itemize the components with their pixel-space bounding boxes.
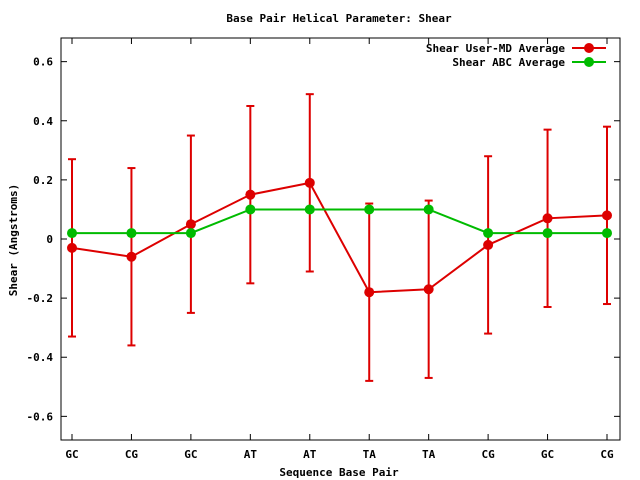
chart-title: Base Pair Helical Parameter: Shear — [226, 12, 452, 25]
data-point — [185, 219, 196, 230]
y-tick-label: 0.4 — [33, 115, 53, 128]
x-tick-label: CG — [600, 448, 614, 461]
data-point — [67, 242, 77, 253]
data-point — [304, 204, 315, 215]
data-point — [67, 228, 77, 239]
data-point — [602, 210, 612, 221]
data-point — [423, 284, 434, 295]
legend-label: Shear User-MD Average — [426, 42, 565, 55]
x-tick-label: CG — [125, 448, 139, 461]
plot-area: -0.6 -0.4 -0.2 0 0.2 0.4 0.6 GC CG GC AT AT TA TA CG GC… — [27, 38, 620, 461]
legend-label: Shear ABC Average — [452, 56, 565, 69]
y-tick-label: 0.2 — [33, 174, 53, 187]
series-line — [71, 181, 608, 294]
data-point — [602, 228, 612, 239]
x-tick-label: TA — [363, 448, 377, 461]
data-point — [364, 204, 375, 215]
data-point — [542, 213, 553, 224]
x-tick-label: GC — [184, 448, 197, 461]
legend-marker — [584, 57, 594, 67]
data-point — [245, 189, 256, 200]
data-point — [126, 228, 137, 239]
data-point — [483, 239, 494, 250]
x-tick-label: GC — [541, 448, 554, 461]
data-point — [364, 287, 375, 298]
x-tick-label: GC — [65, 448, 78, 461]
y-tick-label: -0.6 — [27, 410, 54, 423]
y-tick-label: 0.6 — [33, 56, 53, 69]
y-tick-label: 0 — [46, 233, 53, 246]
x-tick-label: AT — [244, 448, 258, 461]
series-line — [72, 208, 607, 235]
x-axis-label: Sequence Base Pair — [279, 466, 399, 479]
data-point — [245, 204, 256, 215]
y-tick-label: -0.2 — [27, 292, 54, 305]
data-point — [542, 228, 553, 239]
data-point — [126, 251, 137, 262]
y-tick-label: -0.4 — [27, 351, 54, 364]
data-point — [185, 228, 196, 239]
legend-marker — [584, 43, 594, 53]
data-point — [423, 204, 434, 215]
data-point — [304, 177, 315, 188]
x-tick-label: TA — [422, 448, 436, 461]
plot-frame — [60, 37, 621, 441]
x-tick-label: CG — [481, 448, 495, 461]
x-tick-label: AT — [303, 448, 317, 461]
data-point — [483, 228, 494, 239]
y-axis-label: Shear (Angstroms) — [7, 184, 20, 297]
